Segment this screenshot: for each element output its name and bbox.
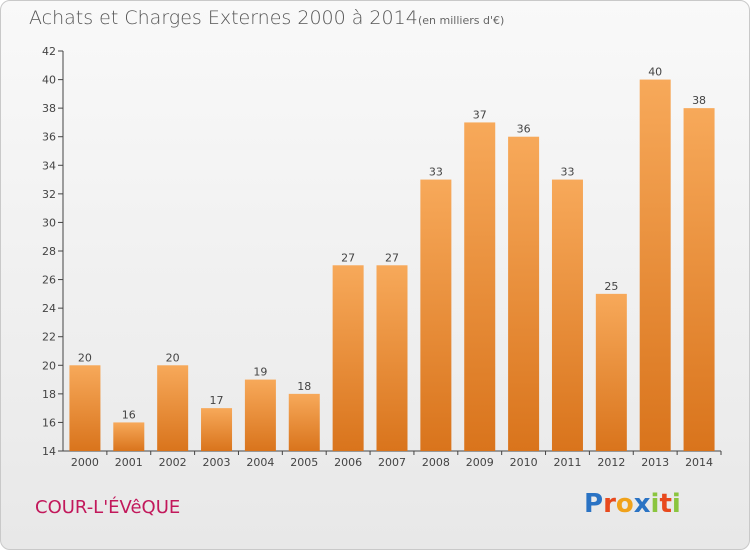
x-tick-label: 2010 bbox=[510, 456, 538, 469]
bar-2012 bbox=[595, 293, 627, 451]
bar-2009 bbox=[464, 122, 496, 451]
value-label: 37 bbox=[473, 108, 487, 121]
bar-2006 bbox=[332, 265, 364, 451]
value-label: 18 bbox=[297, 380, 311, 393]
y-tick-label: 16 bbox=[42, 416, 56, 429]
x-tick-label: 2009 bbox=[466, 456, 494, 469]
bar-2000 bbox=[69, 365, 101, 451]
x-tick-label: 2006 bbox=[334, 456, 362, 469]
y-tick-label: 42 bbox=[42, 45, 56, 58]
x-tick-label: 2014 bbox=[685, 456, 713, 469]
logo-letter: t bbox=[659, 489, 672, 519]
logo-letter: x bbox=[633, 489, 651, 519]
y-tick-label: 20 bbox=[42, 359, 56, 372]
logo-letter: i bbox=[650, 489, 660, 519]
x-tick-label: 2000 bbox=[71, 456, 99, 469]
x-tick-label: 2005 bbox=[290, 456, 318, 469]
x-tick-label: 2001 bbox=[115, 456, 143, 469]
y-tick-label: 40 bbox=[42, 74, 56, 87]
bar-2003 bbox=[201, 408, 233, 451]
y-tick-label: 14 bbox=[42, 445, 56, 458]
bar-2010 bbox=[508, 136, 540, 451]
bar-2013 bbox=[639, 79, 671, 452]
bar-2011 bbox=[551, 179, 583, 452]
x-tick-label: 2007 bbox=[378, 456, 406, 469]
x-tick-label: 2008 bbox=[422, 456, 450, 469]
y-tick-label: 34 bbox=[42, 159, 56, 172]
logo-letter: i bbox=[671, 489, 681, 519]
bar-2005 bbox=[288, 393, 320, 451]
logo-letter: r bbox=[603, 489, 616, 519]
value-label: 20 bbox=[78, 351, 92, 364]
value-label: 36 bbox=[517, 123, 531, 136]
bars bbox=[69, 79, 715, 452]
x-tick-label: 2003 bbox=[203, 456, 231, 469]
value-label: 33 bbox=[560, 166, 574, 179]
bar-2001 bbox=[113, 422, 145, 451]
x-tick-label: 2011 bbox=[553, 456, 581, 469]
bar-2002 bbox=[157, 365, 189, 451]
value-label: 25 bbox=[604, 280, 618, 293]
bar-2007 bbox=[376, 265, 408, 451]
value-label: 38 bbox=[692, 94, 706, 107]
bar-2004 bbox=[244, 379, 276, 451]
x-tick-label: 2012 bbox=[597, 456, 625, 469]
proxiti-logo[interactable]: Proxiti bbox=[584, 489, 681, 519]
logo-letter: P bbox=[584, 489, 604, 519]
y-tick-label: 32 bbox=[42, 188, 56, 201]
chart-subtitle: (en milliers d'€) bbox=[418, 14, 505, 27]
value-label: 40 bbox=[648, 66, 662, 79]
y-tick-label: 24 bbox=[42, 302, 56, 315]
y-tick-label: 26 bbox=[42, 274, 56, 287]
value-label: 16 bbox=[122, 408, 136, 421]
y-tick-label: 36 bbox=[42, 131, 56, 144]
value-label: 27 bbox=[341, 251, 355, 264]
bar-2014 bbox=[683, 108, 715, 452]
x-tick-label: 2002 bbox=[159, 456, 187, 469]
y-tick-label: 22 bbox=[42, 331, 56, 344]
y-tick-label: 18 bbox=[42, 388, 56, 401]
place-name: COUR-L'ÉVêQUE bbox=[35, 497, 181, 518]
value-label: 19 bbox=[253, 366, 267, 379]
value-label: 27 bbox=[385, 251, 399, 264]
value-label: 17 bbox=[210, 394, 224, 407]
logo-letter: o bbox=[615, 489, 634, 519]
y-tick-label: 28 bbox=[42, 245, 56, 258]
y-tick-label: 38 bbox=[42, 102, 56, 115]
x-tick-label: 2013 bbox=[641, 456, 669, 469]
x-tick-label: 2004 bbox=[246, 456, 274, 469]
value-labels: 20 16 20 17 19 18 27 27 33 37 36 33 25 40 38 bbox=[78, 66, 706, 422]
chart-title: Achats et Charges Externes 2000 à 2014 bbox=[29, 7, 418, 29]
value-label: 20 bbox=[166, 351, 180, 364]
bar-2008 bbox=[420, 179, 452, 452]
value-label: 33 bbox=[429, 166, 443, 179]
y-tick-label: 30 bbox=[42, 216, 56, 229]
